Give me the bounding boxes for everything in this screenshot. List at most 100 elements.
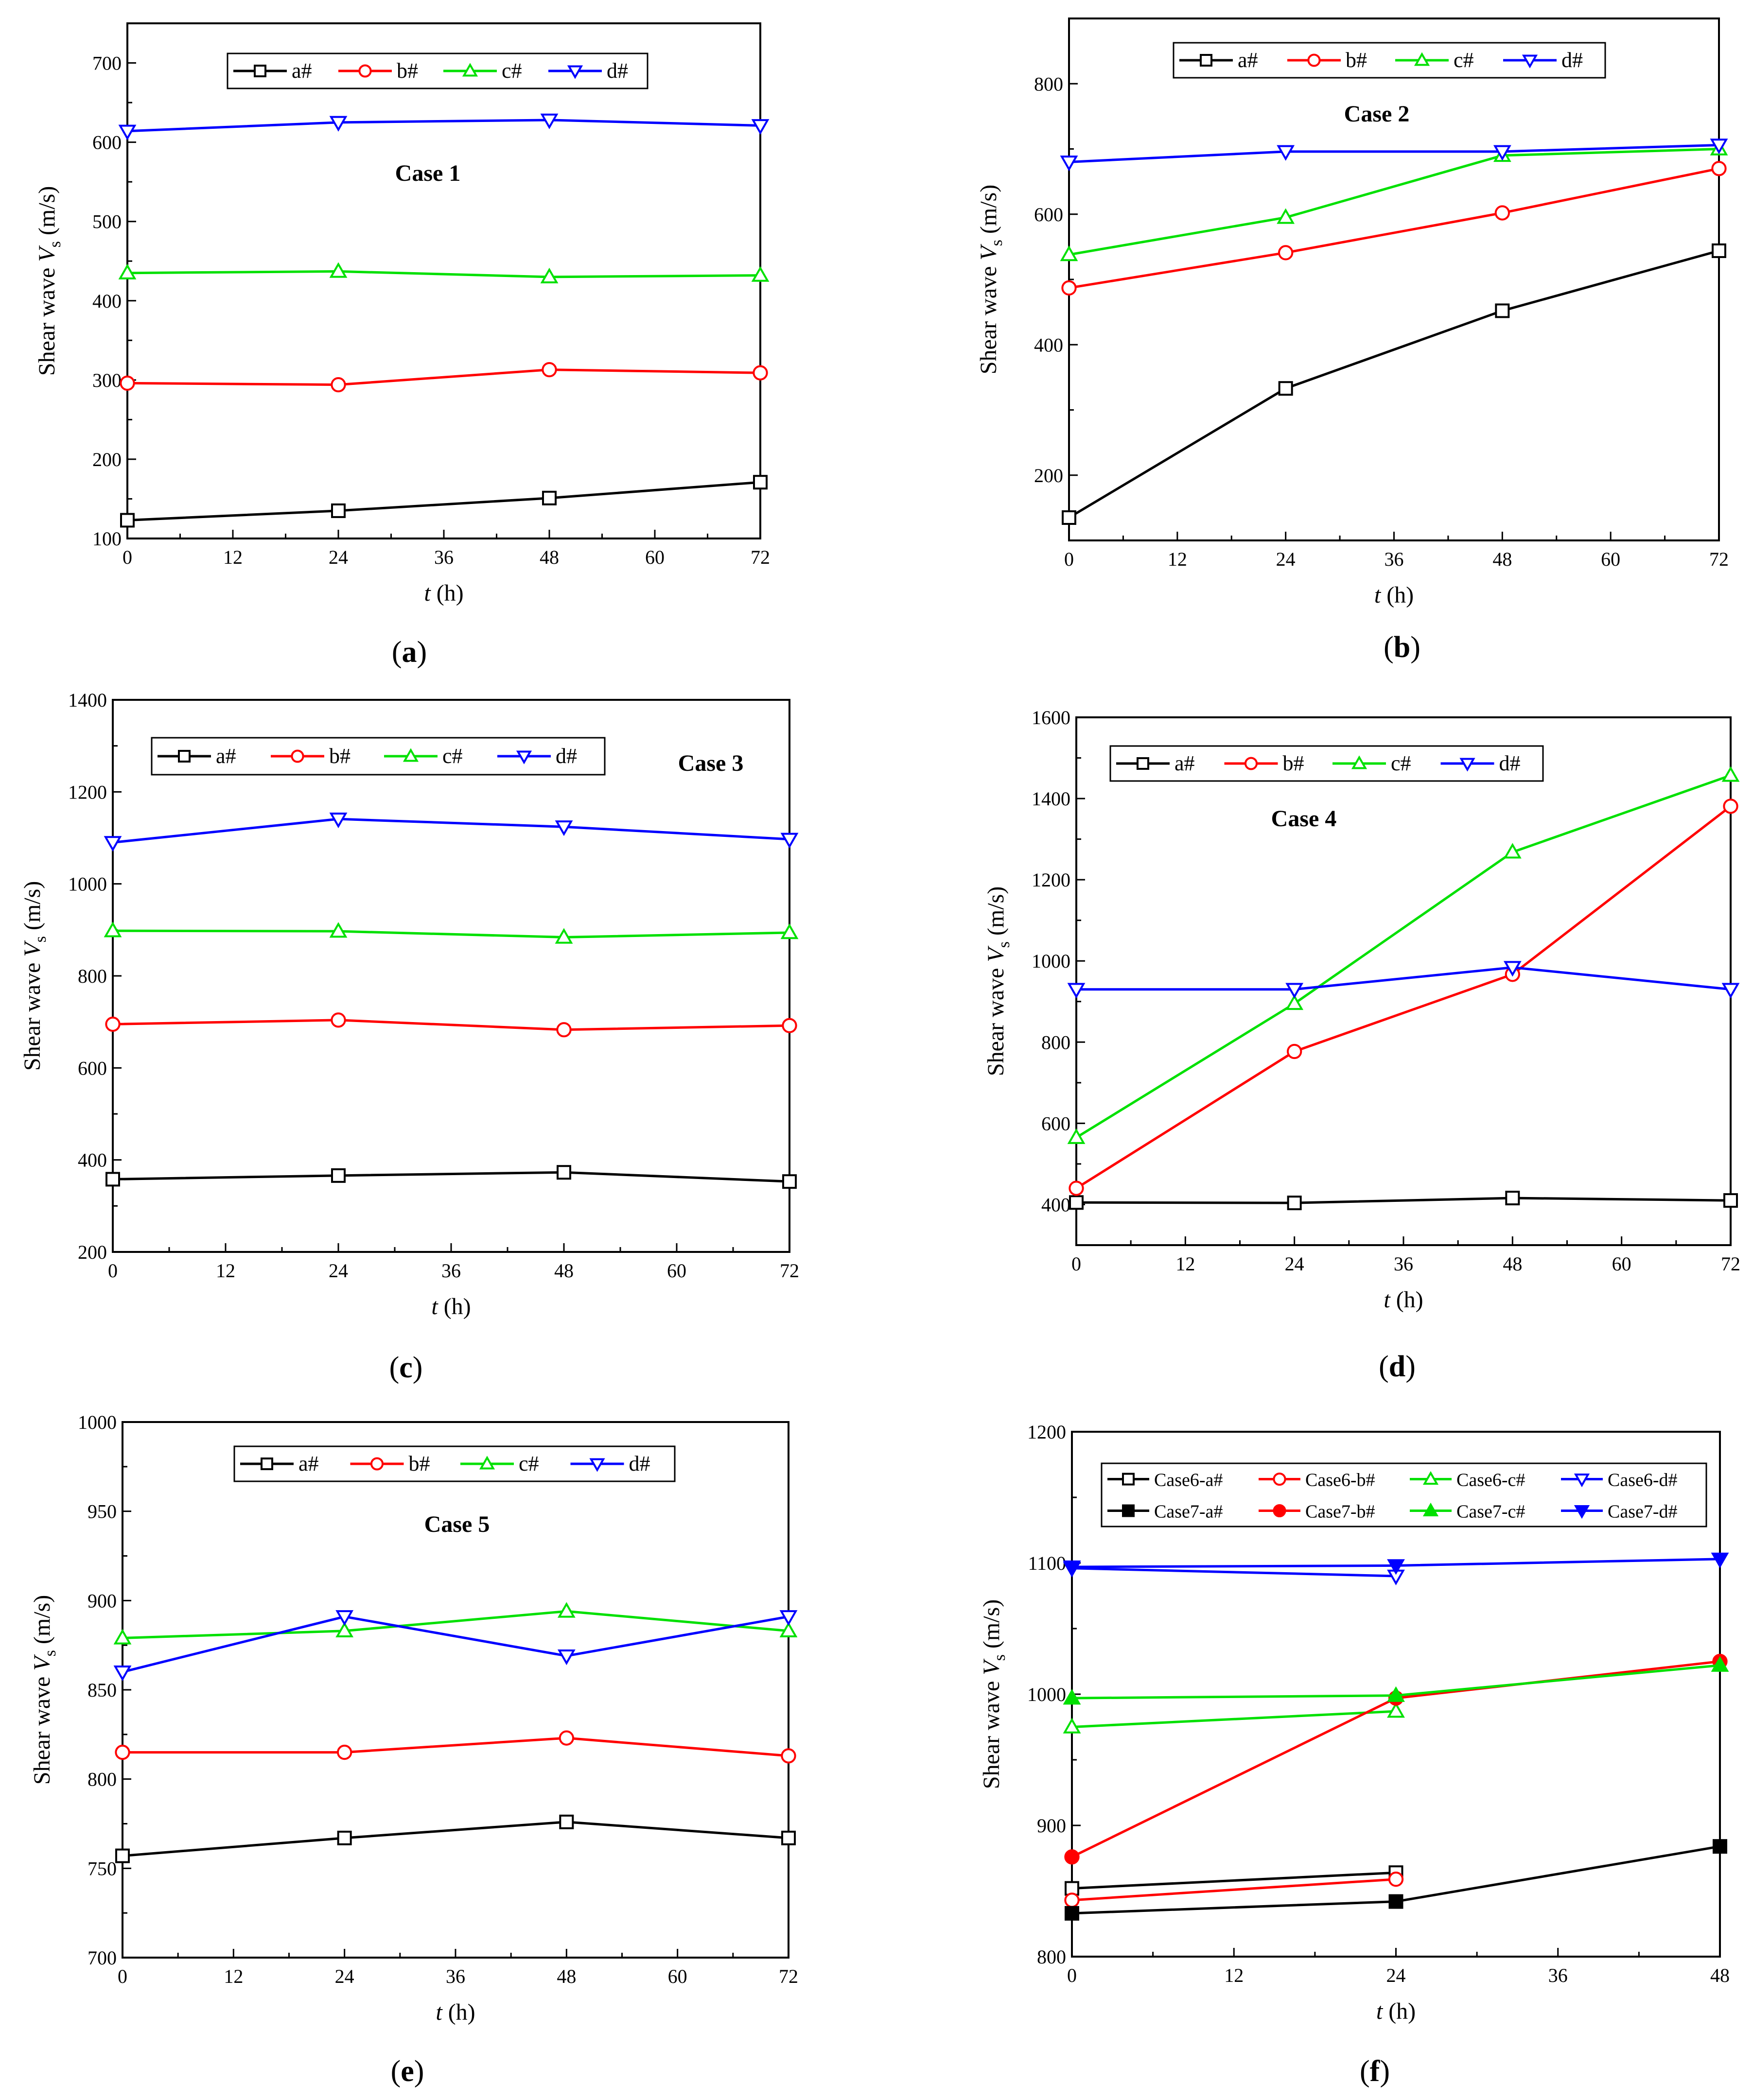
data-point-a# <box>331 1168 346 1183</box>
panel-label: (e) <box>391 2055 424 2088</box>
x-tick-label: 36 <box>441 1260 461 1282</box>
x-tick-label: 24 <box>1285 1253 1304 1275</box>
series-line-c# <box>112 929 790 938</box>
legend-marker-b# <box>358 64 372 78</box>
legend-marker-a# <box>1200 54 1212 67</box>
x-axis-title-unit: (h) <box>442 1999 475 2025</box>
x-axis-ticks: 0 12 24 36 48 <box>1067 1948 1730 1986</box>
x-tick-label: 36 <box>434 546 454 568</box>
data-point-a# <box>115 1848 130 1863</box>
chart-panel-b: 0 12 24 36 48 60 72 200 400 600 800 t (h) Shear wave… <box>976 17 1729 664</box>
legend-marker-c# <box>403 748 419 762</box>
data-point-c# <box>1721 766 1740 782</box>
data-point-d# <box>1503 961 1522 977</box>
case-label: Case 5 <box>424 1511 490 1537</box>
case-label: Case 2 <box>1344 101 1410 127</box>
y-axis-title-sub: s <box>995 941 1013 948</box>
series-line-b# <box>1069 167 1719 289</box>
y-tick-label: 1000 <box>1032 950 1070 972</box>
y-tick-label: 200 <box>1034 465 1063 486</box>
x-axis-title-var: t <box>1376 1998 1384 2024</box>
y-axis-title-main: Shear wave <box>19 957 45 1071</box>
data-point-Case6-c# <box>1387 1702 1405 1718</box>
y-axis-title-unit: (m/s) <box>979 1599 1004 1654</box>
data-point-a# <box>559 1814 574 1829</box>
series-group <box>104 812 799 1189</box>
y-tick-label: 600 <box>1034 204 1063 226</box>
data-point-b# <box>337 1744 352 1760</box>
legend: a# b# c# d# <box>227 52 649 89</box>
x-tick-label: 48 <box>557 1965 576 1987</box>
panel-label-open-paren: ( <box>389 1351 400 1384</box>
x-tick-label: 72 <box>1721 1253 1740 1275</box>
y-axis-title-var: V <box>979 1659 1004 1675</box>
data-point-c# <box>329 262 348 278</box>
y-axis-title: Shear wave Vs (m/s) <box>979 1599 1009 1789</box>
legend-marker-c# <box>1414 52 1430 66</box>
y-axis-title-main: Shear wave <box>979 1675 1004 1789</box>
y-tick-label: 200 <box>92 449 122 470</box>
x-axis-title: t (h) <box>431 1294 471 1319</box>
data-point-d# <box>780 833 799 849</box>
data-point-c# <box>335 1621 354 1637</box>
data-point-a# <box>105 1172 120 1187</box>
data-point-b# <box>1061 280 1077 296</box>
legend-label: c# <box>502 59 522 83</box>
data-point-d# <box>1060 156 1078 172</box>
data-point-c# <box>104 921 122 937</box>
data-point-c# <box>1503 843 1522 859</box>
data-point-a# <box>557 1165 571 1180</box>
data-point-d# <box>1277 145 1295 161</box>
legend-item-Case7-a#: Case7-a# <box>1107 1502 1223 1522</box>
y-tick-label: 750 <box>88 1857 117 1879</box>
x-tick-label: 0 <box>123 546 132 568</box>
legend-marker-Case7-a# <box>1122 1504 1135 1517</box>
data-point-a# <box>753 475 768 490</box>
data-point-d# <box>118 124 137 140</box>
y-axis-title-var: V <box>19 940 45 957</box>
y-axis-title: Shear wave Vs (m/s) <box>19 881 50 1071</box>
chart-panel-d: 0 12 24 36 48 60 72 400 600 800 1000 1200 1400 1600 t … <box>983 707 1740 1383</box>
series-line-a# <box>122 1821 789 1857</box>
panel-label-close-paren: ) <box>413 1351 423 1384</box>
y-axis-title-sub: s <box>41 1650 59 1656</box>
series-line-a# <box>1068 249 1719 519</box>
legend-marker-d# <box>567 65 583 79</box>
case-label: Case 3 <box>678 750 744 776</box>
legend-item-d#: d# <box>1440 751 1521 775</box>
legend-item-c#: c# <box>443 59 522 83</box>
legend-label: Case7-d# <box>1608 1502 1678 1522</box>
x-tick-label: 60 <box>1612 1253 1631 1275</box>
y-axis-title-unit: (m/s) <box>19 881 45 936</box>
data-point-a# <box>337 1830 352 1845</box>
x-tick-label: 24 <box>1386 1964 1406 1986</box>
x-axis-title-var: t <box>436 1999 443 2025</box>
data-point-d# <box>557 1649 576 1666</box>
y-axis-title-unit: (m/s) <box>983 886 1009 941</box>
y-tick-label: 700 <box>92 52 122 74</box>
data-point-d# <box>555 820 573 836</box>
x-axis-title-var: t <box>1384 1287 1391 1313</box>
chart-panel-f: 0 12 24 36 48 800 900 1000 1100 1200 t (h) Shear wa… <box>979 1421 1730 2088</box>
data-point-d# <box>1710 139 1728 155</box>
data-point-d# <box>335 1610 354 1626</box>
data-point-Case7-a# <box>1713 1839 1727 1854</box>
legend-marker-Case7-b# <box>1273 1504 1286 1518</box>
y-axis-title-main: Shear wave <box>983 962 1009 1076</box>
x-tick-label: 0 <box>108 1260 118 1282</box>
data-point-d# <box>779 1610 798 1626</box>
data-point-d# <box>1493 145 1511 161</box>
y-tick-label: 850 <box>88 1679 117 1701</box>
legend-label: a# <box>1238 48 1258 72</box>
y-tick-label: 400 <box>78 1149 107 1171</box>
y-axis-title-main: Shear wave <box>29 1671 55 1785</box>
y-axis-title: Shear wave Vs (m/s) <box>976 185 1006 374</box>
x-axis-ticks: 0 12 24 36 48 60 72 <box>1064 532 1729 570</box>
legend-marker-b# <box>291 749 304 763</box>
legend-label: d# <box>1499 751 1521 775</box>
x-tick-label: 12 <box>1168 548 1187 570</box>
x-tick-label: 12 <box>223 546 243 568</box>
data-point-a# <box>331 503 346 518</box>
series-line-b# <box>123 1736 789 1757</box>
panel-label-open-paren: ( <box>1384 631 1394 664</box>
